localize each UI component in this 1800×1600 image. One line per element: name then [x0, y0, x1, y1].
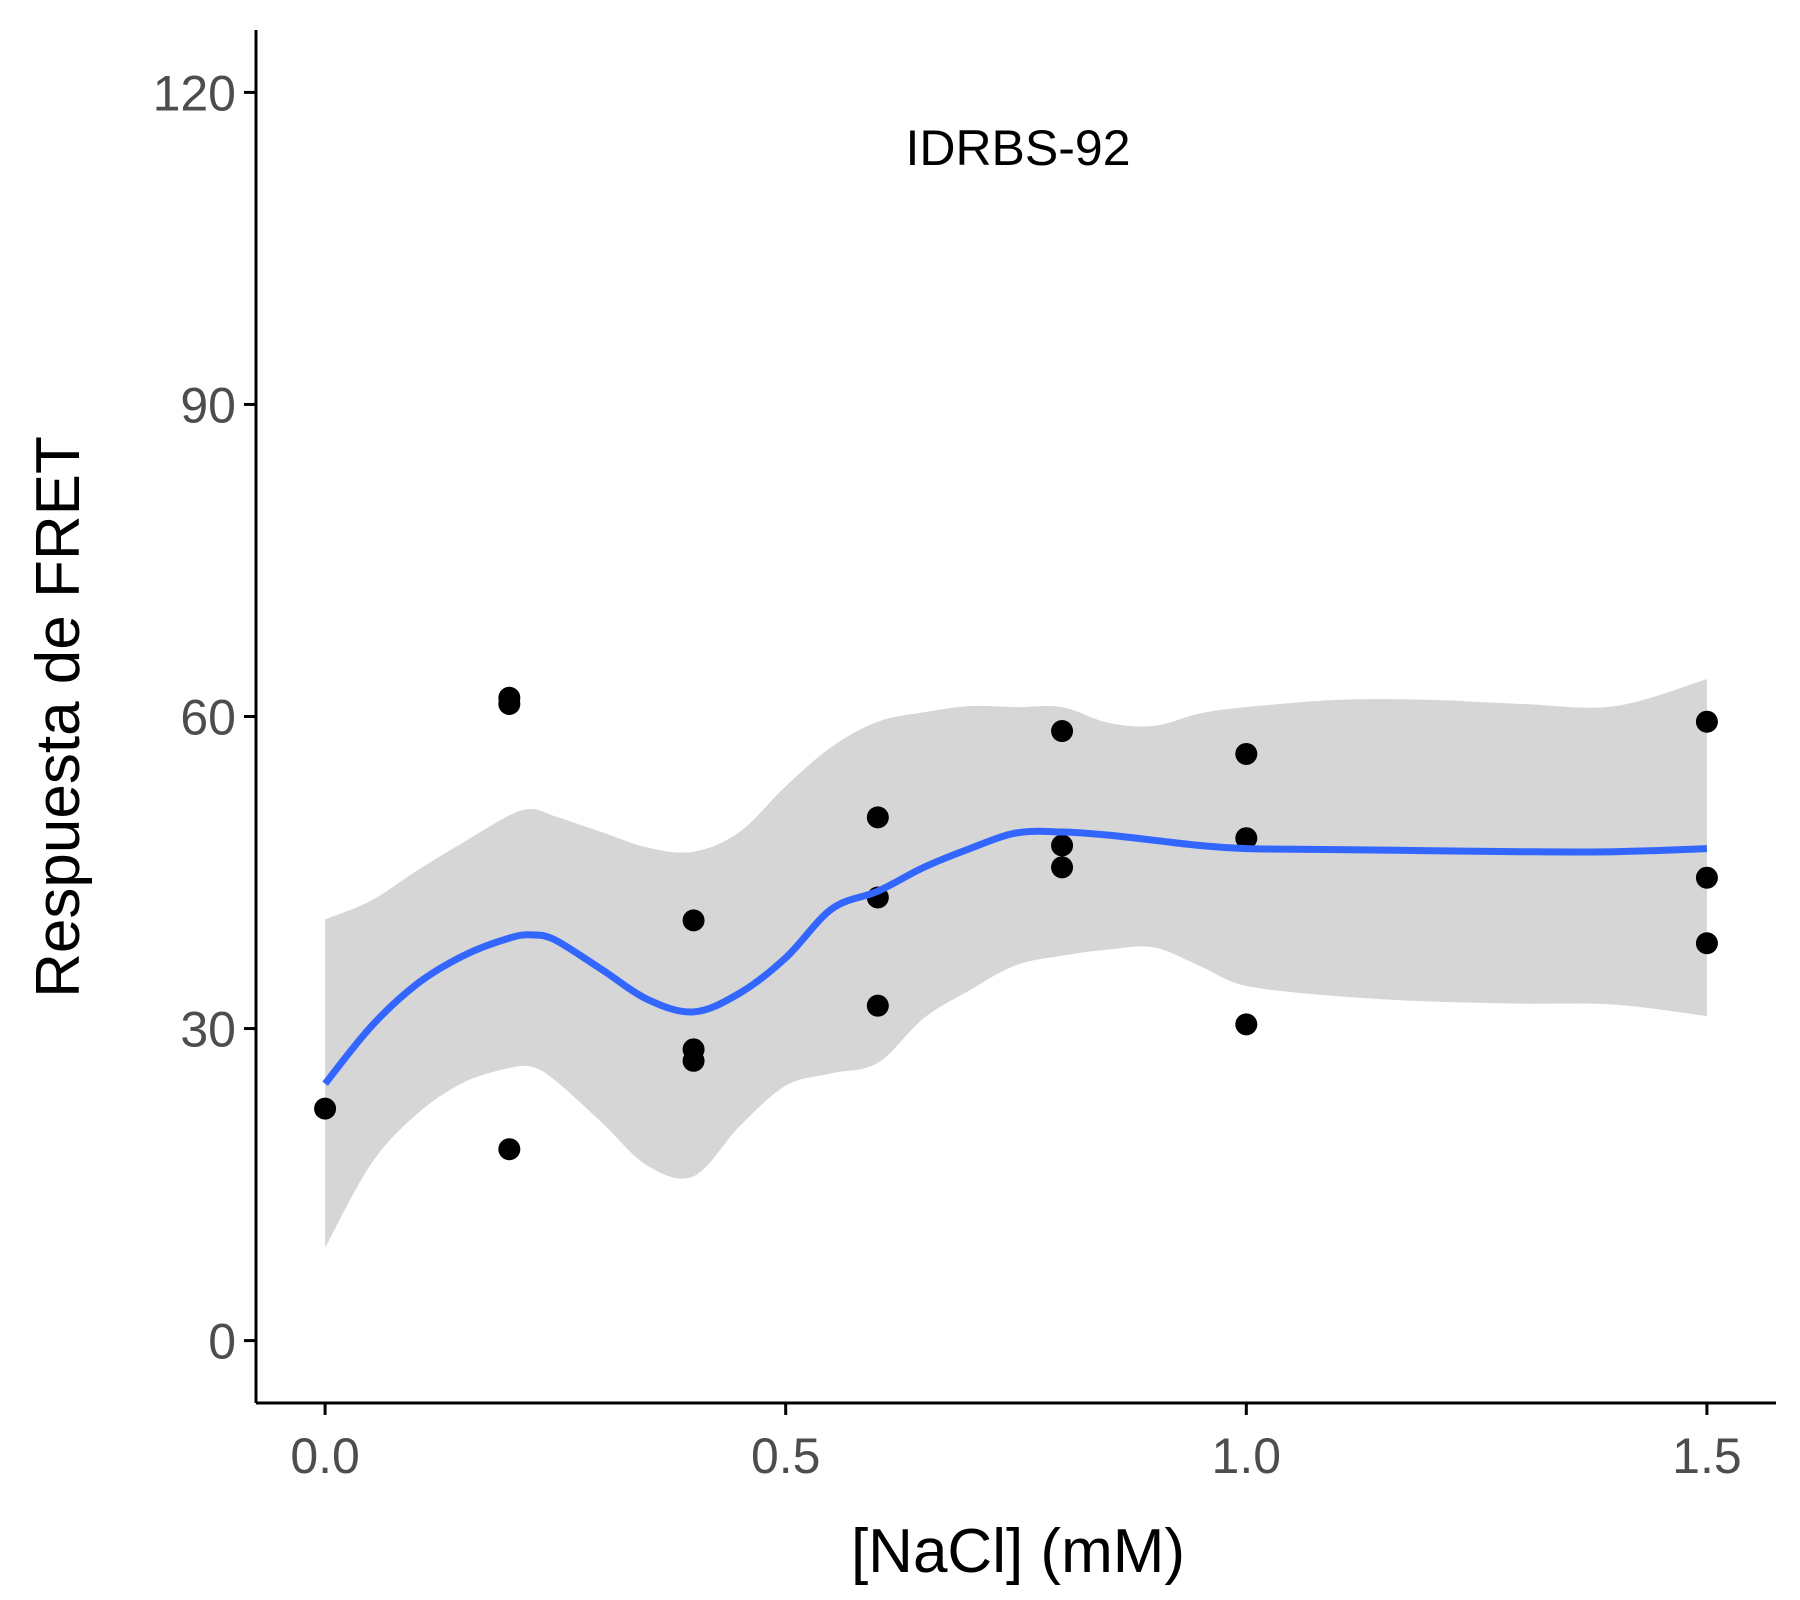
- data-point: [498, 693, 521, 716]
- x-axis-title: [NaCl] (mM): [851, 1517, 1185, 1586]
- y-tick-label: 120: [153, 65, 236, 121]
- y-axis-ticks: 0 30 60 90 120: [153, 65, 256, 1370]
- data-point: [866, 806, 889, 829]
- data-point: [1051, 834, 1074, 857]
- x-tick-label: 0.5: [751, 1428, 821, 1484]
- data-point: [682, 909, 705, 932]
- data-point: [866, 994, 889, 1017]
- data-point: [314, 1097, 337, 1120]
- x-tick-label: 1.0: [1212, 1428, 1282, 1484]
- data-point: [1051, 720, 1074, 743]
- y-tick-label: 90: [180, 377, 236, 433]
- y-tick-label: 0: [208, 1314, 236, 1370]
- data-point: [1695, 710, 1718, 733]
- x-axis-ticks: 0.0 0.5 1.0 1.5: [290, 1403, 1742, 1484]
- data-point: [498, 1138, 521, 1161]
- y-tick-label: 30: [180, 1002, 236, 1058]
- smooth-line: [322, 827, 1708, 1086]
- confidence-band: [325, 679, 1707, 1248]
- data-point: [1695, 866, 1718, 889]
- data-point: [1235, 742, 1258, 765]
- data-point: [682, 1049, 705, 1072]
- x-tick-label: 0.0: [290, 1428, 360, 1484]
- data-point: [1235, 1013, 1258, 1036]
- data-point: [1051, 856, 1074, 879]
- data-point: [1695, 932, 1718, 955]
- plot-area: [314, 679, 1718, 1248]
- y-tick-label: 60: [180, 690, 236, 746]
- x-tick-label: 1.5: [1672, 1428, 1742, 1484]
- series-annotation: IDRBS-92: [905, 120, 1130, 176]
- y-axis-title: Respuesta de FRET: [24, 436, 93, 998]
- data-point: [1235, 827, 1258, 850]
